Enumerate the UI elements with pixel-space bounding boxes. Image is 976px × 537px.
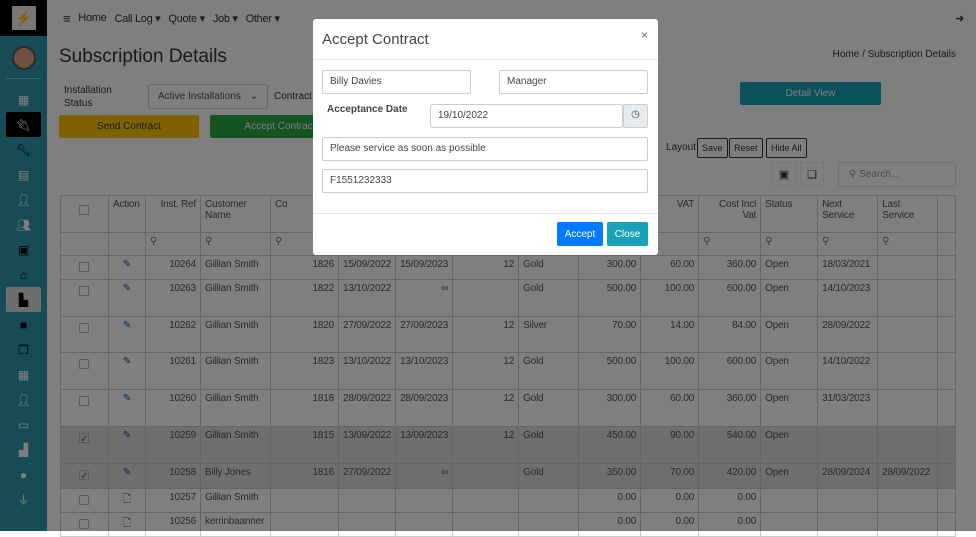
modal-footer [313,213,658,214]
clock-icon[interactable]: ◷ [623,104,648,128]
name-input[interactable]: Billy Davies [322,70,471,94]
position-input[interactable]: Manager [499,70,648,94]
acceptance-date-input[interactable]: 19/10/2022 [430,104,623,128]
modal-title: Accept Contract [322,31,429,48]
accept-button[interactable]: Accept [557,222,603,246]
close-icon[interactable]: × [640,28,648,42]
close-button[interactable]: Close [607,222,648,246]
accept-contract-modal: Accept Contract × Billy Davies Manager Ac… [313,19,658,255]
acceptance-date-label: Acceptance Date [327,104,408,115]
reference-input[interactable]: F1551232333 [322,169,648,193]
notes-input[interactable]: Please service as soon as possible [322,137,648,161]
